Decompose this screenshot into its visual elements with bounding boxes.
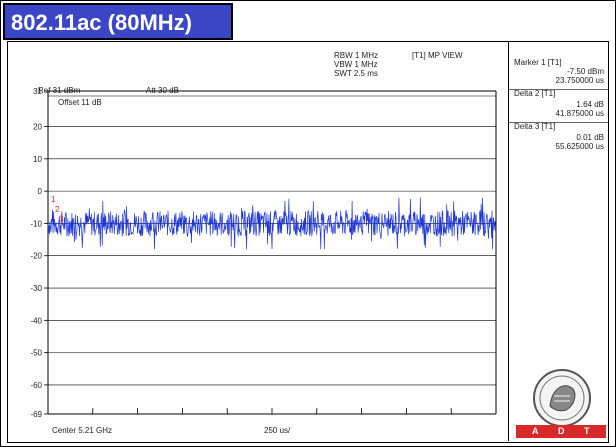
y-tick-label: -50 [30,349,42,358]
sweep-time-label: SWT 2.5 ms [334,69,378,78]
x-division-label: 250 us/ [264,426,291,435]
logo-letter-t: T [584,426,590,436]
logo-letter-a: A [532,426,539,436]
x-ticks [47,408,497,414]
offset-label: Offset 11 dB [58,98,102,107]
center-frequency-label: Center 5.21 GHz [52,426,113,435]
y-tick-label: -60 [30,381,42,390]
marker-2-label: Delta 2 [T1] [514,89,556,98]
title-bar: 802.11ac (80MHz) [3,3,233,40]
y-tick-label: 10 [33,155,42,164]
marker-1-level: -7.50 dBm [567,67,604,76]
marker-2-level: 1.64 dB [576,100,604,109]
marker-1-label: Marker 1 [T1] [514,58,562,67]
y-tick-label: 20 [33,123,42,132]
marker-1-time: 23.750000 us [555,76,605,85]
logo-letter-d: D [558,426,565,436]
marker-2-time: 41.875000 us [555,109,605,118]
marker-panel: Marker 1 [T1] -7.50 dBm 23.750000 us Del… [508,42,608,441]
y-tick-label: 31 [33,87,42,96]
y-tick-label: -40 [30,316,42,325]
y-tick-label: -69 [30,410,42,419]
adt-seal-logo [533,369,591,427]
analyzer-screen: Ref 31 dBm Att 30 dB Offset 11 dB RBW 1 … [7,41,609,443]
y-tick-labels: 31 20 10 0 -10 -20 -30 -40 -50 -60 -69 [30,87,42,419]
y-tick-label: 0 [38,187,43,196]
marker-3-label: Delta 3 [T1] [514,122,556,131]
trace-mode-label: [T1] MP VIEW [412,51,463,60]
plot-grid [44,90,497,415]
adt-logo-bar: A D T [516,425,606,438]
marker-tags: 123 [51,195,64,223]
marker-tag-2: 2 [55,205,60,214]
rbw-label: RBW 1 MHz [334,51,378,60]
marker-tag-3: 3 [59,215,64,224]
trace-series-1 [47,197,497,250]
page-title: 802.11ac (80MHz) [11,10,192,35]
y-tick-label: -20 [30,252,42,261]
marker-tag-1: 1 [51,195,56,204]
marker-3-time: 55.625000 us [555,142,605,151]
vbw-label: VBW 1 MHz [334,60,378,69]
y-tick-label: -30 [30,284,42,293]
marker-3-level: 0.01 dB [576,133,604,142]
marker-divider [509,122,608,123]
marker-divider [509,89,608,90]
y-tick-label: -10 [30,219,42,228]
